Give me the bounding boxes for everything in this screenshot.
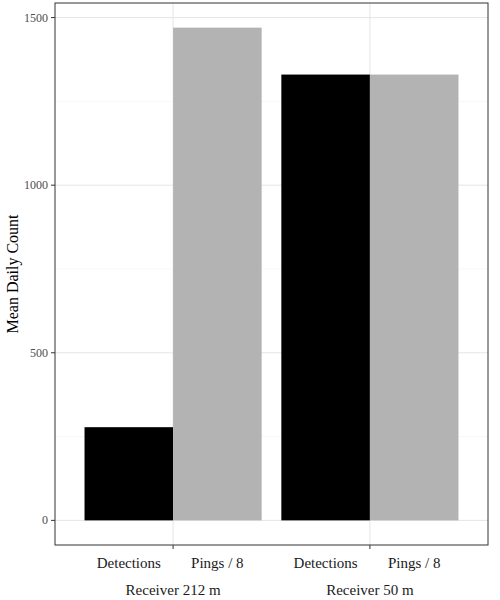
plot-background	[55, 3, 488, 545]
panel-border	[55, 3, 488, 545]
bar	[173, 28, 262, 521]
y-tick	[51, 185, 55, 186]
series-label: Detections	[294, 555, 358, 571]
y-tick-label: 500	[30, 346, 48, 360]
chart-svg: Detections Detections Pings / 8 Pings / 8 0 5…	[0, 0, 500, 600]
bar	[370, 75, 459, 521]
bar	[281, 75, 370, 521]
series-label: Pings / 8	[388, 555, 441, 571]
x-tick	[369, 545, 370, 549]
series-label: Pings / 8	[191, 555, 244, 571]
y-tick	[51, 520, 55, 521]
y-tick	[51, 17, 55, 18]
series-label: Detections	[97, 555, 161, 571]
y-tick-label: 0	[42, 513, 48, 527]
y-axis-label: Mean Daily Count	[4, 214, 22, 334]
category-label: Receiver 212 m	[126, 582, 221, 598]
category-label: Receiver 50 m	[326, 582, 414, 598]
bar	[85, 427, 174, 520]
bars	[85, 28, 459, 521]
y-tick	[51, 352, 55, 353]
y-tick-label: 1000	[24, 178, 48, 192]
chart-container: Detections Detections Pings / 8 Pings / 8 0 5…	[0, 0, 500, 600]
y-tick-label: 1500	[24, 11, 48, 25]
x-tick	[173, 545, 174, 549]
grid-line	[55, 17, 488, 18]
